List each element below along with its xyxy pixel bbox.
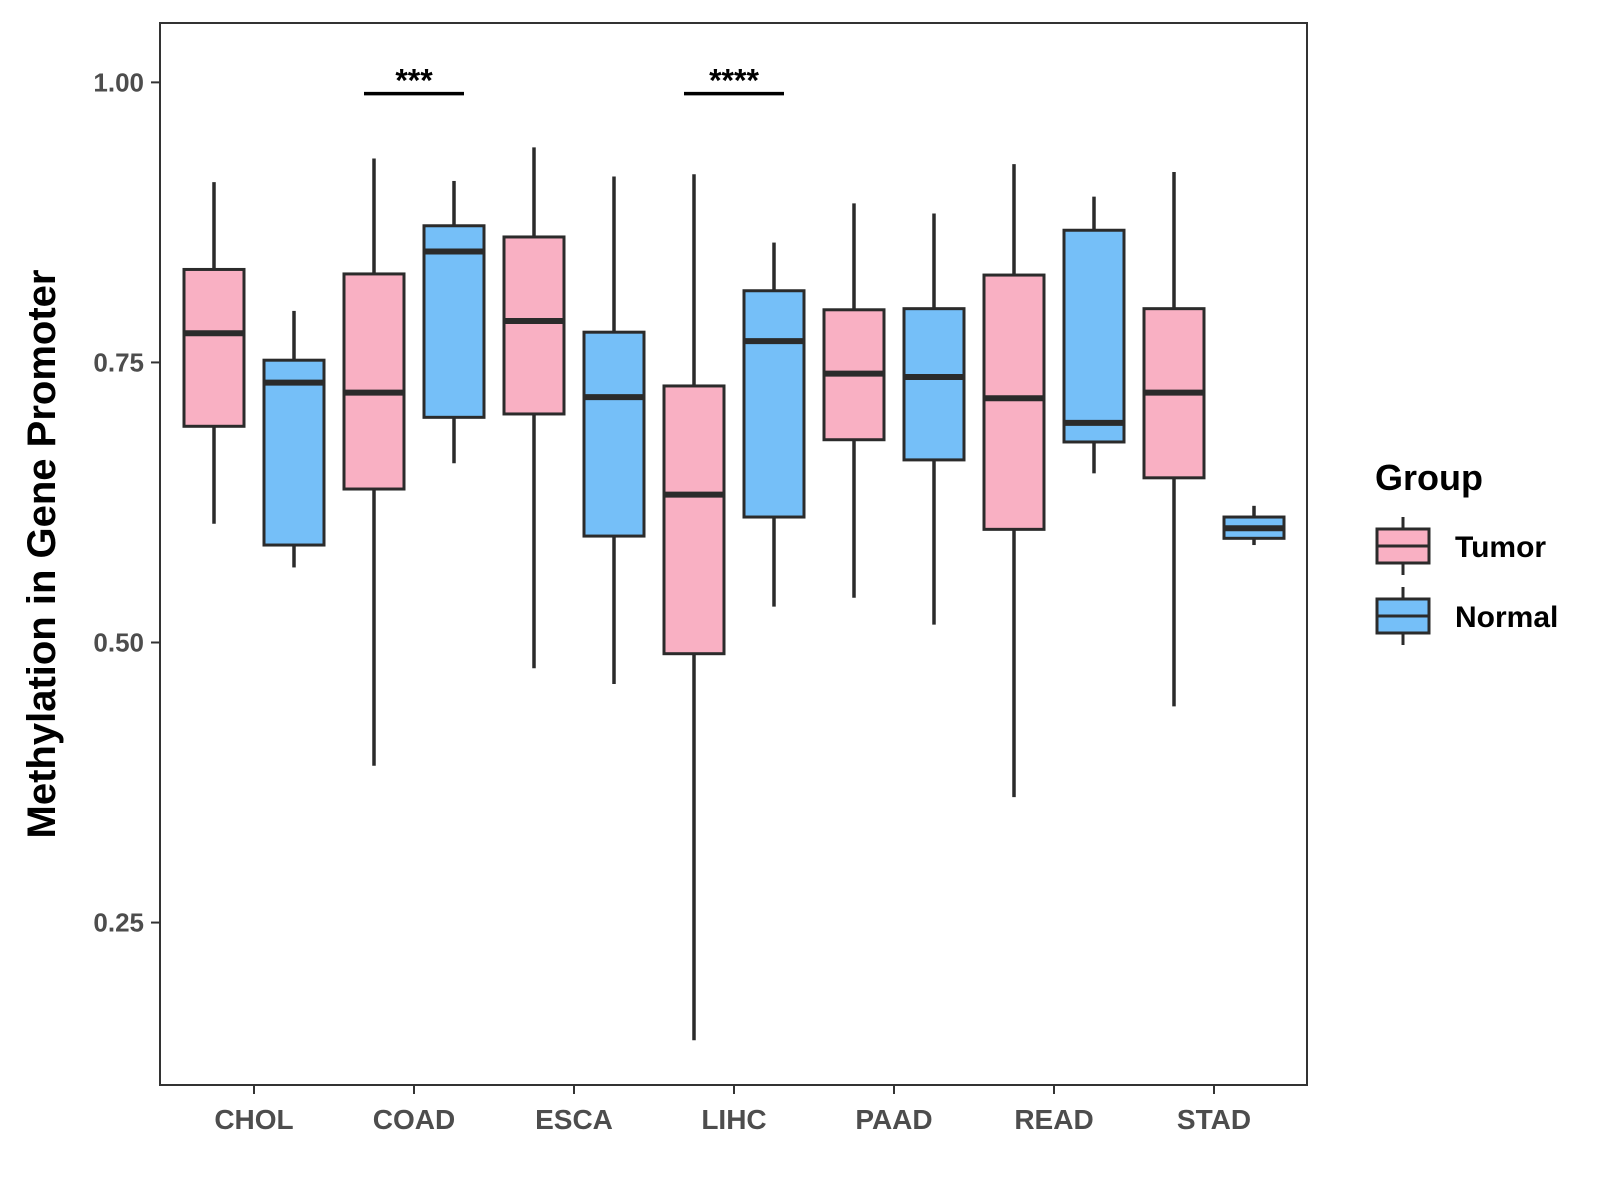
box-iqr [662,384,726,656]
box-iqr [742,289,806,519]
box-tumor-stad [1142,171,1206,707]
legend-title: Group [1375,457,1483,498]
box-iqr [262,358,326,547]
legend-label-tumor: Tumor [1455,531,1546,564]
box-layer [182,147,1286,1041]
box-iqr [342,272,406,491]
box-iqr [502,235,566,416]
annotation-layer: *** **** [364,63,784,99]
box-normal-coad [422,180,486,464]
x-tick-label: CHOL [214,1104,293,1135]
x-tick-label: STAD [1177,1104,1251,1135]
box-iqr [1062,228,1126,444]
box-tumor-lihc [662,174,726,1041]
box-tumor-read [982,164,1046,798]
x-tick-label: COAD [373,1104,455,1135]
box-iqr [182,267,246,428]
box-iqr [982,273,1046,531]
box-iqr [422,224,486,419]
box-normal-esca [582,176,646,684]
y-tick-label: 1.00 [93,67,144,97]
box-normal-lihc [742,242,806,607]
x-tick-label: PAAD [855,1104,932,1135]
significance-label: *** [395,63,433,99]
y-axis-label: Methylation in Gene Promoter [20,270,64,839]
plot-panel-border [159,22,1308,1086]
box-tumor-esca [502,147,566,669]
legend-key-tumor [1375,517,1431,575]
y-tick-label: 0.50 [93,628,144,658]
y-tick-label: 0.75 [93,347,144,377]
legend: Group Tumor Normal [1375,457,1558,645]
box-tumor-chol [182,182,246,524]
box-iqr [902,307,966,462]
x-tick-label: LIHC [701,1104,766,1135]
significance-label: **** [709,63,759,99]
x-tick-label: ESCA [535,1104,613,1135]
legend-label-normal: Normal [1455,601,1558,634]
box-normal-stad [1222,505,1286,546]
box-tumor-paad [822,203,886,598]
x-tick-label: READ [1014,1104,1093,1135]
box-normal-paad [902,213,966,625]
box-iqr [582,330,646,538]
box-normal-read [1062,196,1126,474]
box-tumor-coad [342,158,406,766]
box-normal-chol [262,310,326,568]
legend-key-normal [1375,587,1431,645]
y-tick-label: 0.25 [93,908,144,938]
axes-layer: 0.25 0.50 0.75 1.00 CHOL COAD ESCA LIHC PAAD READ… [93,67,1251,1135]
